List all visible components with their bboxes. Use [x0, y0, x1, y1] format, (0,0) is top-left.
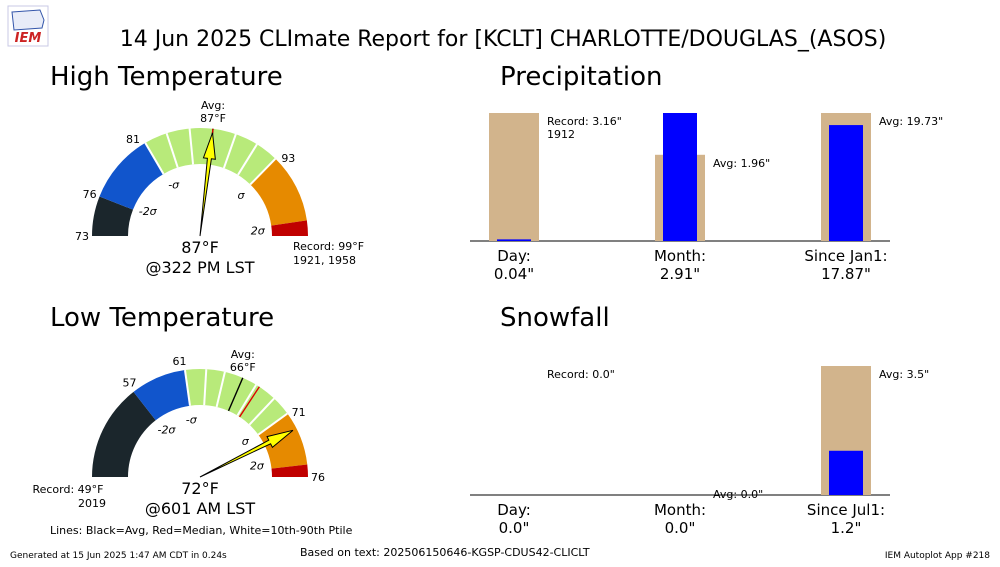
ptile-line — [236, 384, 258, 417]
ptile-line — [257, 412, 288, 436]
bar-annotation: Avg: 3.5" — [879, 368, 929, 381]
snowfall-title: Snowfall — [500, 303, 610, 333]
category-label: Month: — [654, 247, 706, 265]
ptile-line — [249, 158, 277, 186]
needle-arrow — [199, 429, 294, 478]
observed-bar — [829, 450, 863, 495]
bar-annotation: Avg: 1.96" — [713, 157, 770, 170]
page-title: 14 Jun 2025 CLImate Report for [KCLT] CH… — [120, 27, 887, 52]
gauge-tick-label: 61 — [173, 355, 187, 368]
high-temp-title: High Temperature — [50, 62, 283, 92]
gauge-band-below_1sigma — [99, 142, 164, 210]
category-value: 17.87" — [821, 265, 871, 283]
ptile-line — [222, 133, 237, 169]
gauge-band-below_2sigma — [92, 196, 133, 236]
precip-bar-chart: Record: 3.16"1912 Day:0.04" Avg: 1.96" Mont… — [470, 113, 943, 283]
sigma-label: σ — [238, 189, 246, 202]
bar-annotation: Avg: 0.0" — [713, 488, 763, 501]
gauge-band-above_2sigma — [271, 464, 308, 477]
category-label: Month: — [654, 501, 706, 519]
ptile-line — [188, 128, 195, 165]
ptile-line — [203, 369, 208, 406]
gauge-band-below_2sigma — [92, 391, 156, 477]
category-value: 2.91" — [660, 265, 700, 283]
category-label: Since Jan1: — [804, 247, 887, 265]
avg-bar — [489, 113, 539, 241]
ptile-line — [248, 397, 275, 426]
sigma-label: σ — [242, 435, 250, 448]
observed-time: @322 PM LST — [145, 258, 254, 277]
category-label: Day: — [497, 501, 531, 519]
ptile-line — [183, 369, 191, 406]
record-years: 2019 — [78, 497, 106, 510]
gauge-band-above_2sigma — [271, 220, 308, 236]
lines-legend-note: Lines: Black=Avg, Red=Median, White=10th… — [50, 524, 353, 537]
record-label: Record: 99°F — [293, 240, 364, 253]
low-temp-gauge: 57 61 71 76 -2σ -σ σ2σ Avg:66°F 72°F@601 AM LST R… — [32, 348, 325, 518]
avg-line — [227, 377, 244, 412]
bar-annotation: 1912 — [547, 128, 575, 141]
ptile-line — [215, 371, 226, 408]
ptile-line — [237, 143, 258, 176]
observed-value: 72°F — [181, 479, 219, 498]
gauge-band-below_1sigma — [133, 370, 190, 421]
category-label: Since Jul1: — [807, 501, 885, 519]
avg-label: Avg: — [201, 99, 225, 112]
sigma-label: -σ — [168, 178, 180, 191]
gauge-tick-label: 76 — [83, 188, 97, 201]
sigma-label: 2σ — [250, 460, 265, 473]
avg-value-label: 87°F — [200, 112, 226, 125]
sigma-label: -2σ — [139, 205, 158, 218]
app-note: IEM Autoplot App #218 — [885, 551, 990, 561]
ptile-line — [144, 142, 165, 175]
observed-bar — [663, 113, 697, 241]
category-label: Day: — [497, 247, 531, 265]
gauge-band-above_1sigma — [250, 158, 307, 226]
ptile-line — [165, 132, 179, 168]
generated-note: Generated at 15 Jun 2025 1:47 AM CDT in … — [10, 551, 227, 561]
logo-text: IEM — [15, 31, 42, 46]
snowfall-bar-chart: Record: 0.0"Day:0.0"Avg: 0.0"Month:0.0"A… — [470, 366, 929, 537]
bar-annotation: Record: 0.0" — [547, 368, 615, 381]
category-value: 1.2" — [831, 519, 862, 537]
iowa-state-icon — [11, 9, 45, 31]
bar-annotation: Avg: 19.73" — [879, 115, 943, 128]
needle-arrow — [199, 132, 216, 237]
gauge-tick-label: 57 — [123, 376, 137, 389]
observed-time: @601 AM LST — [145, 499, 256, 518]
gauge-band-above_1sigma — [258, 413, 308, 469]
observed-bar — [497, 239, 531, 241]
bar-annotation: Record: 3.16" — [547, 115, 622, 128]
source-note: Based on text: 202506150646-KGSP-CDUS42-… — [300, 546, 590, 559]
gauge-tick-label: 81 — [126, 133, 140, 146]
observed-bar — [829, 125, 863, 241]
observed-value: 87°F — [181, 238, 219, 257]
gauge-tick-label: 71 — [292, 406, 306, 419]
record-label: Record: 49°F — [32, 483, 103, 496]
gauge-tick-label: 76 — [311, 471, 325, 484]
avg-value-label: 66°F — [230, 361, 256, 374]
sigma-label: 2σ — [251, 224, 266, 237]
gauge-tick-label: 73 — [75, 230, 89, 243]
sigma-label: -σ — [186, 414, 198, 427]
category-value: 0.0" — [499, 519, 530, 537]
category-value: 0.04" — [494, 265, 534, 283]
sigma-label: -2σ — [157, 424, 176, 437]
precip-title: Precipitation — [500, 62, 663, 92]
gauge-tick-label: 93 — [281, 152, 295, 165]
median-line — [238, 386, 260, 418]
avg-label: Avg: — [231, 348, 255, 361]
iem-logo: IEM — [7, 5, 49, 47]
low-temp-title: Low Temperature — [50, 303, 274, 333]
category-value: 0.0" — [665, 519, 696, 537]
record-years: 1921, 1958 — [293, 254, 356, 267]
gauge-band-normal — [184, 369, 288, 435]
